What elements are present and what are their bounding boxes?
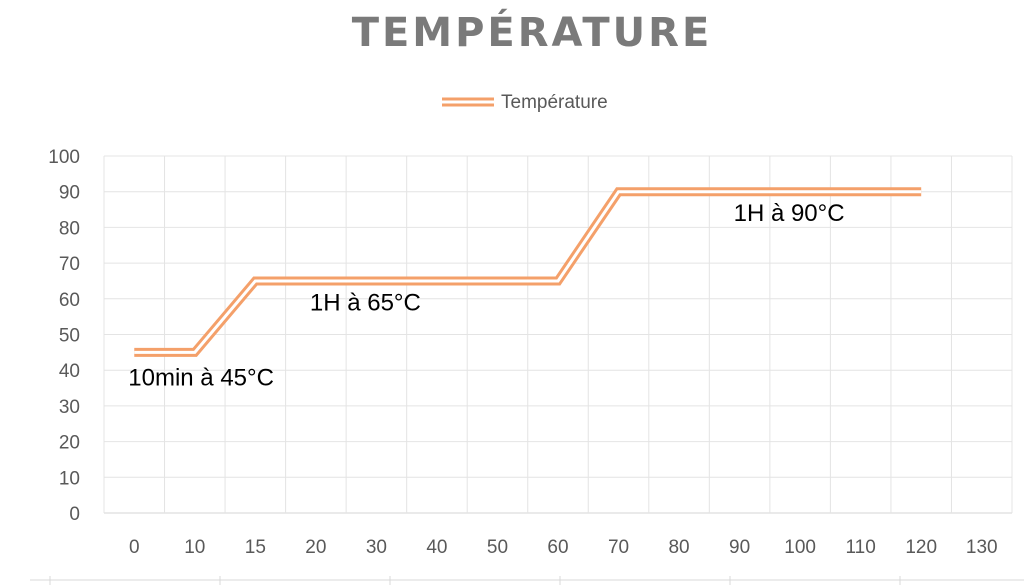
annotation-label: 1H à 90°C [734, 200, 845, 227]
y-tick-label: 30 [59, 397, 80, 418]
series [134, 187, 922, 357]
chart-title: TEMPÉRATURE [352, 8, 713, 56]
x-tick-label: 0 [129, 537, 140, 558]
legend-label: Température [501, 92, 608, 113]
x-tick-label: 80 [668, 537, 689, 558]
y-tick-label: 0 [69, 504, 80, 525]
x-tick-label: 30 [366, 537, 387, 558]
x-tick-label: 100 [784, 537, 816, 558]
grid [103, 155, 1013, 514]
y-axis-ticks: 0 10 20 30 40 50 60 70 80 90 100 [48, 147, 80, 525]
y-tick-label: 10 [59, 468, 80, 489]
x-tick-label: 20 [305, 537, 326, 558]
annotation-label: 10min à 45°C [128, 364, 274, 391]
x-tick-label: 15 [245, 537, 266, 558]
y-tick-label: 20 [59, 433, 80, 454]
x-tick-label: 50 [487, 537, 508, 558]
x-tick-label: 70 [608, 537, 629, 558]
x-axis-ticks: 0 10 15 20 30 40 50 60 70 80 90 100 110 120 130 [129, 537, 998, 558]
series-temperature [134, 187, 922, 357]
x-tick-label: 60 [547, 537, 568, 558]
legend-entry: Température [442, 92, 608, 113]
y-tick-label: 60 [59, 290, 80, 311]
y-tick-label: 40 [59, 361, 80, 382]
legend: Température [442, 92, 608, 113]
y-tick-label: 100 [48, 147, 80, 168]
annotations: 10min à 45°C 1H à 65°C 1H à 90°C [128, 200, 844, 391]
x-tick-label: 130 [966, 537, 998, 558]
x-tick-label: 110 [846, 537, 876, 558]
y-tick-label: 70 [59, 254, 80, 275]
x-tick-label: 120 [905, 537, 937, 558]
y-tick-label: 50 [59, 326, 80, 347]
x-tick-label: 40 [426, 537, 447, 558]
y-tick-label: 80 [59, 218, 80, 239]
x-tick-label: 90 [729, 537, 750, 558]
x-tick-label: 10 [184, 537, 205, 558]
annotation-label: 1H à 65°C [310, 289, 421, 316]
y-tick-label: 90 [59, 183, 80, 204]
series-line-inner [134, 190, 922, 354]
footer-rule [30, 576, 1024, 585]
